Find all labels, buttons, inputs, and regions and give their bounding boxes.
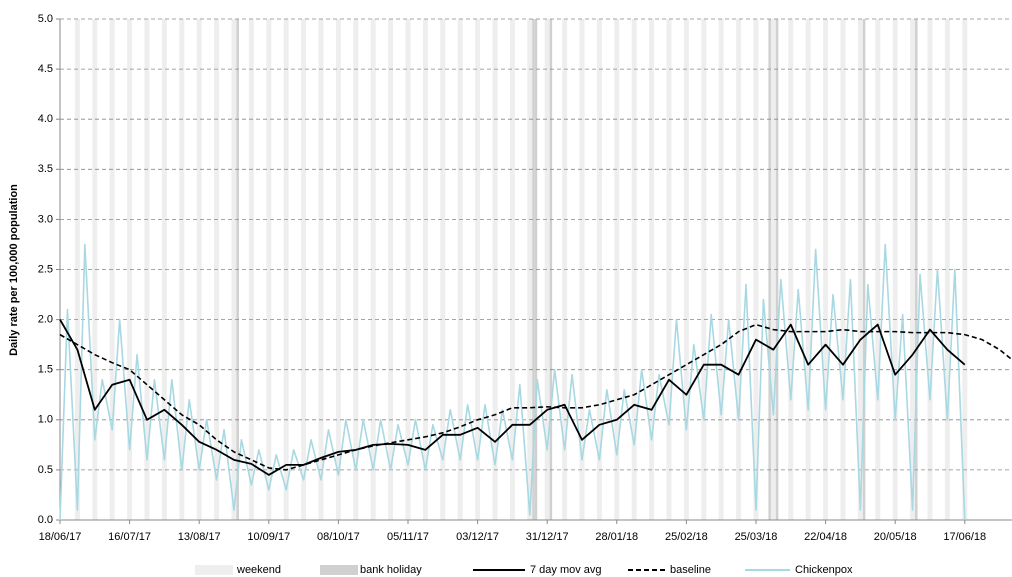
x-tick-label: 13/08/17 <box>178 531 221 543</box>
y-tick-label: 1.0 <box>38 414 53 426</box>
y-tick-label: 0.5 <box>38 464 53 476</box>
weekend-band <box>475 19 481 520</box>
weekend-band <box>370 19 376 520</box>
legend-swatch <box>320 565 358 575</box>
weekend-band <box>805 19 811 520</box>
weekend-band <box>266 19 272 520</box>
legend-label: baseline <box>670 564 711 576</box>
y-tick-label: 5.0 <box>38 13 53 25</box>
weekend-band <box>544 19 550 520</box>
y-tick-label: 2.5 <box>38 263 53 275</box>
y-tick-label: 3.5 <box>38 163 53 175</box>
y-axis-title: Daily rate per 100,000 population <box>8 184 20 356</box>
weekend-band <box>231 19 237 520</box>
x-tick-label: 31/12/17 <box>526 531 569 543</box>
x-tick-label: 08/10/17 <box>317 531 360 543</box>
x-tick-label: 03/12/17 <box>456 531 499 543</box>
legend-label: 7 day mov avg <box>530 564 602 576</box>
weekend-band <box>405 19 411 520</box>
series-line <box>59 319 966 476</box>
series-line <box>59 243 966 521</box>
x-tick-label: 10/09/17 <box>247 531 290 543</box>
weekend-band <box>301 19 307 520</box>
bank-holiday-band <box>532 19 535 520</box>
y-tick-label: 0.0 <box>38 514 53 526</box>
y-tick-label: 4.5 <box>38 63 53 75</box>
weekend-band <box>770 19 776 520</box>
x-tick-label: 25/03/18 <box>735 531 778 543</box>
y-tick-label: 2.0 <box>38 314 53 326</box>
weekend-band <box>92 19 98 520</box>
series-line <box>59 323 1012 471</box>
weekend-band <box>196 19 202 520</box>
x-tick-label: 16/07/17 <box>108 531 151 543</box>
legend-label: bank holiday <box>360 564 422 576</box>
weekend-band <box>875 19 881 520</box>
weekend-band <box>161 19 167 520</box>
weekend-band <box>736 19 742 520</box>
bank-holiday-band <box>862 19 866 520</box>
x-tick-label: 20/05/18 <box>874 531 917 543</box>
x-tick-label: 18/06/17 <box>39 531 82 543</box>
x-tick-label: 25/02/18 <box>665 531 708 543</box>
weekend-band <box>944 19 950 520</box>
weekend-band <box>509 19 515 520</box>
weekend-band <box>701 19 707 520</box>
weekend-band <box>840 19 846 520</box>
legend-label: weekend <box>236 564 281 576</box>
x-tick-label: 22/04/18 <box>804 531 847 543</box>
legend-label: Chickenpox <box>795 564 853 576</box>
y-tick-label: 4.0 <box>38 113 53 125</box>
weekend-band <box>127 19 133 520</box>
x-tick-label: 17/06/18 <box>943 531 986 543</box>
legend-swatch <box>195 565 233 575</box>
weekend-band <box>335 19 341 520</box>
x-tick-label: 05/11/17 <box>387 531 429 543</box>
weekend-band <box>910 19 916 520</box>
y-tick-label: 3.0 <box>38 213 53 225</box>
y-tick-label: 1.5 <box>38 364 53 376</box>
x-tick-label: 28/01/18 <box>595 531 638 543</box>
weekend-band <box>666 19 672 520</box>
weekend-band <box>440 19 446 520</box>
